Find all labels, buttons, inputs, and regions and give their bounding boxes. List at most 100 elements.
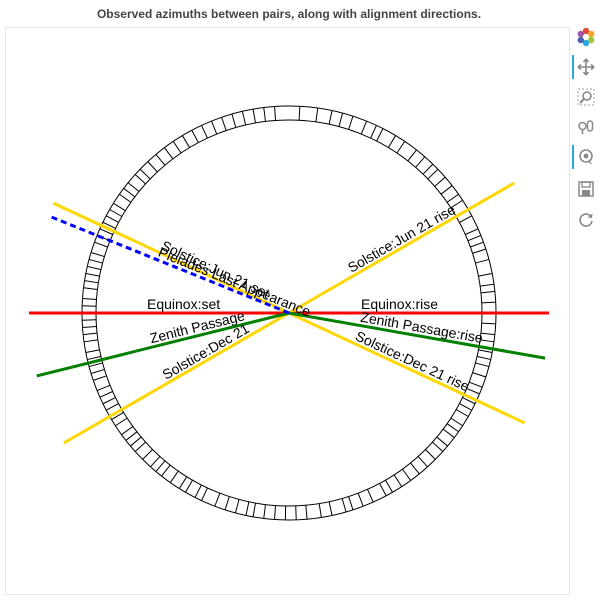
azimuth-tick [134,441,146,452]
azimuth-tick [481,322,496,325]
azimuth-tick [94,241,108,248]
azimuth-tick [480,290,495,294]
azimuth-tick [241,111,247,126]
azimuth-tick [231,113,237,128]
azimuth-tick [475,362,490,368]
azimuth-tick [422,163,434,175]
azimuth-tick [472,372,487,378]
alignment-label: Equinox:rise [361,296,438,312]
azimuth-tick [105,403,119,411]
alignment-label: Equinox:set [147,296,220,312]
azimuth-tick [169,470,179,483]
box-zoom-tool[interactable] [574,85,598,109]
azimuth-tick [87,265,102,271]
azimuth-tick [87,355,102,361]
azimuth-tick [442,428,455,438]
azimuth-tick [440,185,453,195]
azimuth-tick [185,479,193,493]
azimuth-tick [481,301,496,304]
azimuth-tick [341,498,347,513]
azimuth-tick [425,449,436,460]
plot-area[interactable]: Equinox:rise Equinox:set Solstice:Jun 21 r… [5,27,570,595]
alignment-line [36,311,290,378]
toolbar [572,25,600,245]
azimuth-tick [181,135,191,148]
azimuth-tick [139,168,151,180]
azimuth-tick [357,493,364,507]
reset-tool[interactable] [574,208,598,232]
azimuth-tick [245,501,250,516]
azimuth-tick [410,462,420,475]
azimuth-tick [450,417,463,427]
azimuth-tick [96,384,111,392]
azimuth-tick [459,215,473,223]
azimuth-tick [446,423,459,433]
azimuth-tick [150,456,161,468]
azimuth-tick [161,464,171,477]
azimuth-tick [252,109,256,124]
azimuth-tick [480,339,495,343]
save-tool[interactable] [574,177,598,201]
azimuth-tick [360,120,368,135]
azimuth-tick [119,193,132,203]
azimuth-tick [476,355,491,361]
azimuth-tick [90,252,105,258]
azimuth-tick [123,188,136,198]
azimuth-tick [432,441,444,452]
chart-title: Observed azimuths between pairs, along w… [96,7,482,21]
azimuth-tick [134,174,146,185]
azimuth-tick [480,332,495,336]
azimuth-tick [234,499,240,514]
azimuth-tick [105,215,119,223]
azimuth-tick [127,182,140,192]
azimuth-tick [178,476,188,489]
save-icon [578,181,594,197]
azimuth-tick [274,505,277,520]
azimuth-tick [478,273,493,277]
azimuth-tick [83,287,98,290]
azimuth-tick [470,241,484,248]
azimuth-tick [115,417,128,427]
azimuth-tick [125,431,138,441]
alignment-line [52,201,290,315]
azimuth-tick [90,368,105,374]
azimuth-tick [315,107,319,122]
tap-tool[interactable] [572,145,598,169]
box-zoom-icon [577,88,595,106]
azimuth-tick [469,381,483,388]
azimuth-tick [121,426,134,436]
azimuth-tick [210,120,218,135]
azimuth-tick [221,117,227,131]
alignment-line [47,214,290,315]
azimuth-tick [348,496,354,511]
azimuth-tick [367,489,374,503]
reset-icon [579,213,593,227]
azimuth-tick [393,474,403,487]
azimuth-tick [130,436,142,447]
bokeh-logo[interactable] [574,25,598,49]
azimuth-tick [387,135,397,148]
wheel-zoom-tool[interactable] [574,115,598,139]
azimuth-tick [298,106,301,121]
azimuth-tick [263,504,266,519]
azimuth-tick [172,141,182,154]
pan-tool[interactable] [572,55,598,79]
azimuth-tick [88,362,103,368]
azimuth-tick [109,209,123,217]
azimuth-tick [370,125,377,139]
azimuth-tick [252,502,256,517]
azimuth-tick [102,397,116,405]
azimuth-tick [475,258,490,264]
azimuth-plot[interactable]: Equinox:rise Equinox:set Solstice:Jun 21 r… [6,28,569,594]
azimuth-tick [83,339,98,343]
tap-icon [579,149,593,164]
azimuth-tick [446,193,459,203]
azimuth-tick [83,332,98,336]
azimuth-tick [459,403,473,411]
alignment-lines [29,181,549,445]
azimuth-tick [379,483,387,497]
azimuth-tick [396,141,406,154]
azimuth-tick [385,479,393,493]
azimuth-tick [93,375,107,381]
azimuth-tick [201,487,208,501]
